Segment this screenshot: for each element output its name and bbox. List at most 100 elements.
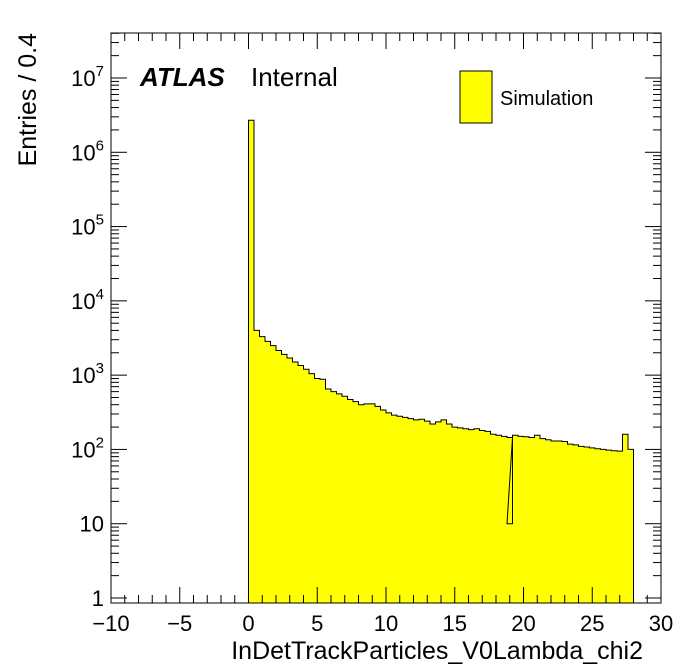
histogram-bars <box>248 119 634 603</box>
y-tick-exponent: 2 <box>96 434 104 451</box>
x-tick-label: 20 <box>511 611 535 636</box>
histogram-bar <box>441 419 447 603</box>
histogram-bar <box>463 428 469 603</box>
histogram-bar <box>567 444 574 603</box>
histogram-bar <box>507 523 513 603</box>
histogram-bar <box>435 421 442 603</box>
y-tick-base: 10 <box>71 140 95 165</box>
y-tick-exponent: 5 <box>96 212 104 229</box>
histogram-bar <box>347 399 354 603</box>
histogram-bar <box>573 444 579 603</box>
histogram-bar <box>325 389 332 603</box>
histogram-bar <box>265 341 271 603</box>
histogram-bar <box>628 449 634 603</box>
histogram-bar <box>309 373 315 603</box>
histogram-bar <box>287 358 293 603</box>
histogram-bar <box>364 403 370 603</box>
internal-label: Internal <box>251 62 338 92</box>
histogram-bar <box>298 365 304 603</box>
histogram-bar <box>485 431 491 603</box>
histogram-bar <box>424 421 431 603</box>
histogram-bar <box>391 415 398 603</box>
histogram-bar <box>551 440 557 603</box>
y-tick-label: 103 <box>71 360 104 388</box>
y-tick-base: 10 <box>71 289 95 314</box>
x-tick-label: 15 <box>443 611 467 636</box>
histogram-bar <box>259 336 266 603</box>
histogram-bar <box>413 419 420 603</box>
histogram-bar <box>529 437 535 603</box>
histogram-bar <box>419 419 425 603</box>
histogram-bar <box>501 436 508 603</box>
histogram-bar <box>446 423 453 603</box>
x-tick-label: 0 <box>242 611 254 636</box>
y-tick-base: 10 <box>71 66 95 91</box>
histogram-bar <box>397 416 403 603</box>
histogram-bar <box>320 379 326 603</box>
legend-swatch <box>459 70 493 124</box>
y-tick-label: 1 <box>92 586 104 611</box>
x-tick-label: 10 <box>374 611 398 636</box>
histogram-bar <box>545 439 552 603</box>
y-tick-base: 10 <box>71 363 95 388</box>
y-axis-title: Entries / 0.4 <box>14 33 42 166</box>
histogram-bar <box>578 446 585 603</box>
histogram-bar <box>380 409 387 603</box>
histogram-bar <box>474 428 480 603</box>
histogram-bar <box>430 423 436 603</box>
histogram-bar <box>342 396 348 603</box>
x-axis-title: InDetTrackParticles_V0Lambda_chi2 <box>231 637 643 665</box>
histogram-bar <box>281 354 288 603</box>
histogram-bar <box>518 436 524 603</box>
y-tick-exponent: 7 <box>96 63 104 80</box>
x-tick-label: −5 <box>167 611 192 636</box>
y-tick-exponent: 4 <box>96 286 104 303</box>
y-tick-label: 102 <box>71 434 104 462</box>
histogram-bar <box>584 446 590 603</box>
histogram-bar <box>358 404 365 603</box>
y-tick-base: 10 <box>71 215 95 240</box>
histogram-bar <box>248 120 255 603</box>
histogram-bar <box>408 418 414 603</box>
x-tick-label: 5 <box>311 611 323 636</box>
histogram-bar <box>589 447 596 603</box>
y-tick-label: 10 <box>80 512 104 537</box>
x-tick-label: −10 <box>92 611 129 636</box>
histogram-bar <box>270 345 277 603</box>
histogram-bar <box>534 435 541 603</box>
histogram-bar <box>540 438 546 603</box>
histogram-bar <box>479 430 486 603</box>
histogram-bar <box>490 434 497 603</box>
histogram-bar <box>254 330 260 603</box>
histogram-bar <box>402 417 409 603</box>
histogram-bar <box>331 391 337 603</box>
histogram-bar <box>369 403 376 603</box>
atlas-label: ATLAS <box>139 62 225 92</box>
histogram-outline <box>248 119 634 603</box>
histogram-bar <box>562 441 568 603</box>
histogram-bar <box>617 451 623 603</box>
y-tick-base: 10 <box>71 437 95 462</box>
y-tick-exponent: 6 <box>96 137 104 154</box>
histogram-bar <box>507 437 513 603</box>
histogram-bar <box>452 427 458 603</box>
y-tick-label: 106 <box>71 137 104 165</box>
histogram-bar <box>595 448 601 603</box>
x-tick-label: 30 <box>649 611 673 636</box>
histogram-bar <box>375 406 381 603</box>
histogram-bar <box>457 427 464 603</box>
histogram-bar <box>523 436 530 603</box>
histogram-bar <box>622 434 629 603</box>
x-axis-ticks: −10 −5 0 5 10 15 20 25 30 <box>92 33 673 636</box>
histogram-bar <box>512 435 519 603</box>
histogram-bar <box>600 449 607 603</box>
histogram-bar <box>314 378 321 603</box>
y-tick-label: 105 <box>71 212 104 240</box>
histogram-bar <box>386 412 392 603</box>
y-tick-exponent: 3 <box>96 360 104 377</box>
histogram-bar <box>611 450 618 603</box>
histogram-bar <box>468 429 475 603</box>
histogram-bar <box>292 362 299 603</box>
